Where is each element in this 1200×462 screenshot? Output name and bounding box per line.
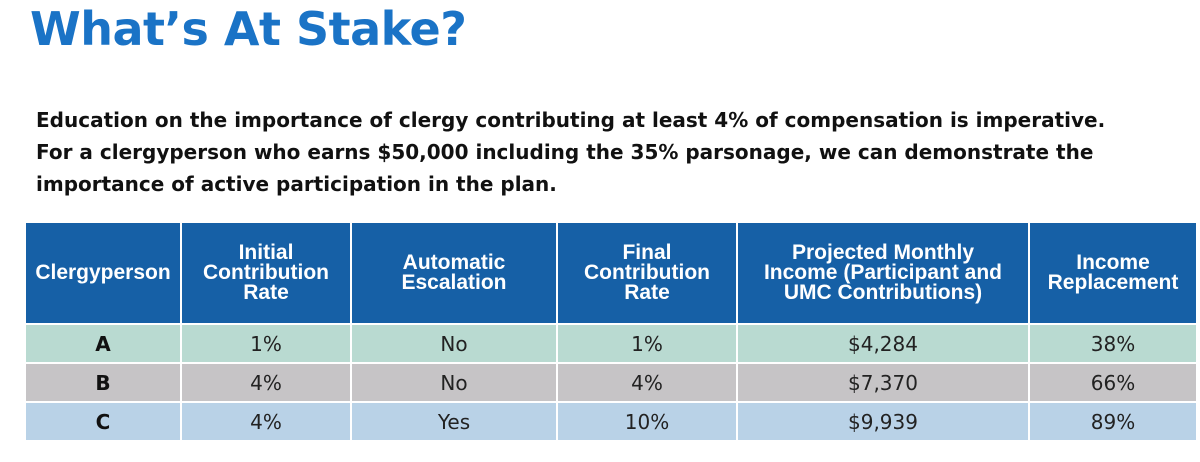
escalation-cell: No bbox=[350, 362, 558, 403]
monthly-income-cell: $9,939 bbox=[736, 401, 1030, 442]
table-row: B 4% No 4% $7,370 66% bbox=[24, 362, 1198, 403]
initial-rate-cell: 4% bbox=[180, 401, 352, 442]
stakes-table: Clergyperson Initial Contribution Rate A… bbox=[24, 221, 1198, 442]
escalation-cell: Yes bbox=[350, 401, 558, 442]
table-row: C 4% Yes 10% $9,939 89% bbox=[24, 401, 1198, 442]
intro-line: importance of active participation in th… bbox=[36, 172, 557, 196]
page-title: What’s At Stake? bbox=[30, 2, 467, 56]
clergyperson-cell: A bbox=[24, 323, 182, 364]
final-rate-cell: 4% bbox=[556, 362, 738, 403]
table-header-row: Clergyperson Initial Contribution Rate A… bbox=[24, 221, 1198, 325]
header-projected-monthly-income: Projected Monthly Income (Participant an… bbox=[736, 221, 1030, 325]
monthly-income-cell: $4,284 bbox=[736, 323, 1030, 364]
header-clergyperson: Clergyperson bbox=[24, 221, 182, 325]
intro-paragraph: Education on the importance of clergy co… bbox=[36, 104, 1176, 200]
header-initial-contribution-rate: Initial Contribution Rate bbox=[180, 221, 352, 325]
escalation-cell: No bbox=[350, 323, 558, 364]
initial-rate-cell: 1% bbox=[180, 323, 352, 364]
table-row: A 1% No 1% $4,284 38% bbox=[24, 323, 1198, 364]
header-automatic-escalation: Automatic Escalation bbox=[350, 221, 558, 325]
income-replacement-cell: 66% bbox=[1028, 362, 1198, 403]
clergyperson-cell: C bbox=[24, 401, 182, 442]
intro-line: For a clergyperson who earns $50,000 inc… bbox=[36, 140, 1094, 164]
intro-line: Education on the importance of clergy co… bbox=[36, 108, 1106, 132]
clergyperson-cell: B bbox=[24, 362, 182, 403]
income-replacement-cell: 38% bbox=[1028, 323, 1198, 364]
monthly-income-cell: $7,370 bbox=[736, 362, 1030, 403]
income-replacement-cell: 89% bbox=[1028, 401, 1198, 442]
header-income-replacement: Income Replacement bbox=[1028, 221, 1198, 325]
initial-rate-cell: 4% bbox=[180, 362, 352, 403]
final-rate-cell: 1% bbox=[556, 323, 738, 364]
final-rate-cell: 10% bbox=[556, 401, 738, 442]
header-final-contribution-rate: Final Contribution Rate bbox=[556, 221, 738, 325]
